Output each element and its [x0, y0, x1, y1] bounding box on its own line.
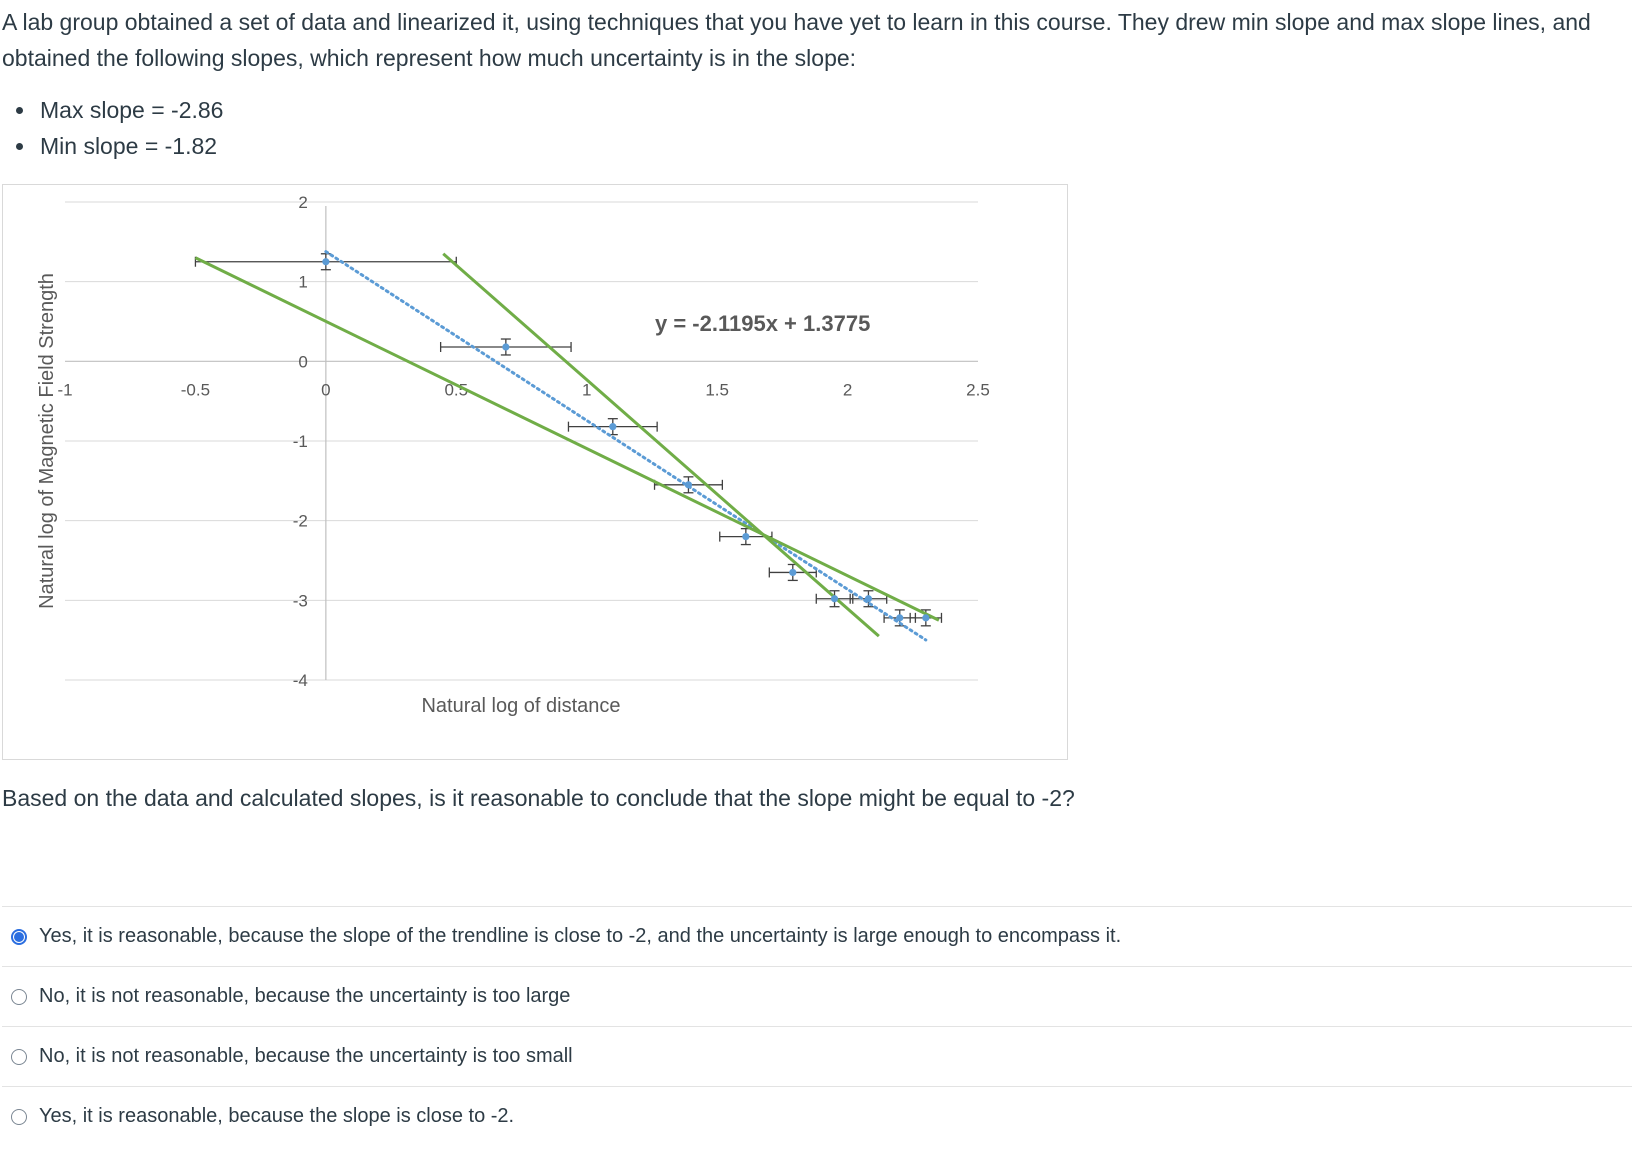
radio-button-3[interactable] [11, 1048, 27, 1065]
y-tick-label: -2 [293, 512, 308, 531]
question-text: Based on the data and calculated slopes,… [2, 785, 1075, 811]
slope-list: Max slope = -2.86 Min slope = -1.82 [14, 92, 223, 164]
x-tick-label: 0 [321, 380, 330, 399]
answer-label-2: No, it is not reasonable, because the un… [39, 985, 571, 1007]
y-tick-label: 2 [298, 193, 307, 212]
y-tick-label: -3 [293, 591, 308, 610]
x-tick-label: 0.5 [444, 380, 468, 399]
trendline [324, 250, 928, 642]
x-tick-label: 1.5 [705, 380, 729, 399]
answer-option-1[interactable]: Yes, it is reasonable, because the slope… [2, 906, 1632, 966]
x-tick-label: -0.5 [181, 380, 210, 399]
answer-label-1: Yes, it is reasonable, because the slope… [39, 925, 1122, 947]
data-point [609, 423, 617, 431]
radio-button-4[interactable] [11, 1108, 27, 1125]
data-point [322, 258, 330, 266]
x-tick-label: 1 [582, 380, 591, 399]
chart-container: -1 -0.5 0 0.5 1 1.5 2 2.5 2 1 0 -1 -2 -3 -4 Natural log… [2, 184, 1068, 760]
x-tick-label: -1 [57, 380, 72, 399]
trendline-equation: y = -2.1195x + 1.3775 [655, 311, 870, 336]
min-slope-line [194, 256, 940, 622]
answer-label-3: No, it is not reasonable, because the un… [39, 1045, 573, 1067]
data-point [789, 568, 797, 577]
min-slope-item: Min slope = -1.82 [14, 128, 223, 164]
answer-option-2[interactable]: No, it is not reasonable, because the un… [2, 966, 1632, 1026]
x-tick-label: 2.5 [966, 380, 990, 399]
answer-option-3[interactable]: No, it is not reasonable, because the un… [2, 1026, 1632, 1086]
radio-button-1[interactable] [11, 928, 27, 945]
y-tick-label: -1 [293, 432, 308, 451]
data-point [864, 595, 873, 603]
data-point [684, 481, 693, 489]
y-tick-label: -4 [293, 671, 308, 690]
data-point [502, 343, 510, 351]
answer-label-4: Yes, it is reasonable, because the slope… [39, 1105, 515, 1127]
radio-button-2[interactable] [11, 988, 27, 1005]
y-axis-title: Natural log of Magnetic Field Strength [36, 273, 58, 609]
x-tick-label: 2 [843, 380, 852, 399]
scatter-chart: -1 -0.5 0 0.5 1 1.5 2 2.5 2 1 0 -1 -2 -3 -4 Natural log… [36, 193, 990, 717]
y-tick-label: 1 [298, 273, 307, 292]
data-point [830, 595, 839, 603]
max-slope-item: Max slope = -2.86 [14, 92, 223, 128]
max-slope-line [442, 252, 880, 638]
y-tick-label: 0 [298, 352, 307, 371]
x-axis-title: Natural log of distance [421, 695, 620, 717]
intro-text: A lab group obtained a set of data and l… [2, 9, 1591, 71]
data-point [896, 614, 904, 622]
data-point [922, 614, 930, 622]
answer-option-4[interactable]: Yes, it is reasonable, because the slope… [2, 1086, 1632, 1146]
data-point [742, 533, 750, 541]
answer-list: Yes, it is reasonable, because the slope… [2, 906, 1632, 1146]
